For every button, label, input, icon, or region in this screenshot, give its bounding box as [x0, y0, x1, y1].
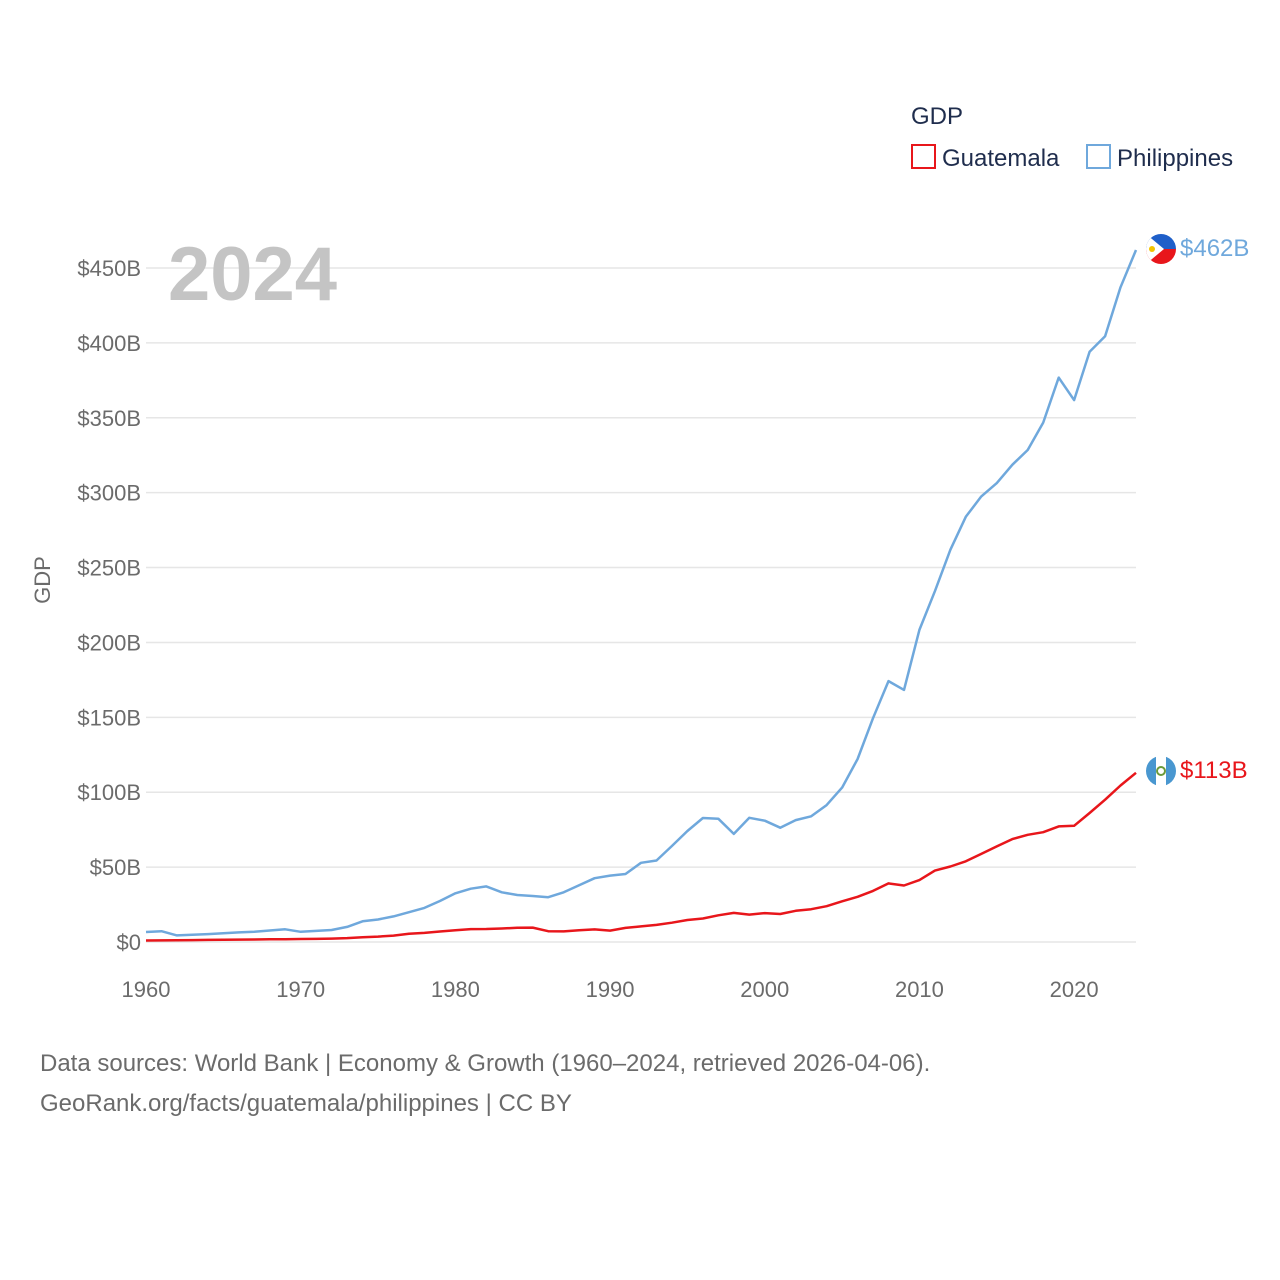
philippines-flag — [1146, 234, 1176, 264]
legend-label-guatemala[interactable]: Guatemala — [942, 145, 1060, 172]
x-tick-label: 1960 — [122, 977, 171, 1002]
y-tick-label: $150B — [77, 705, 141, 730]
end-label-philippines: $462B — [1180, 235, 1249, 262]
y-tick-label: $50B — [90, 855, 141, 880]
gridlines — [146, 267, 1136, 943]
y-tick-label: $200B — [77, 630, 141, 655]
end-label-guatemala: $113B — [1180, 757, 1248, 784]
legend-label-philippines[interactable]: Philippines — [1117, 145, 1233, 172]
x-tick-label: 1980 — [431, 977, 480, 1002]
y-tick-label: $450B — [77, 256, 141, 281]
source-line-1: Data sources: World Bank | Economy & Gro… — [40, 1050, 931, 1077]
x-tick-label: 2010 — [895, 977, 944, 1002]
y-axis-ticks: $0 $50B $100B $150B $200B $250B $300B $350B $400… — [77, 256, 141, 955]
source-line-2[interactable]: GeoRank.org/facts/guatemala/philippines … — [40, 1090, 572, 1117]
series-lines — [145, 249, 1138, 942]
y-tick-label: $400B — [77, 331, 141, 356]
y-tick-label: $300B — [77, 481, 141, 506]
y-tick-label: $0 — [117, 930, 141, 955]
x-tick-label: 2000 — [740, 977, 789, 1002]
legend-title: GDP — [911, 103, 963, 130]
x-tick-label: 2020 — [1050, 977, 1099, 1002]
y-tick-label: $350B — [77, 406, 141, 431]
x-axis-ticks: 1960 1970 1980 1990 2000 2010 2020 — [122, 977, 1099, 1002]
x-tick-label: 1970 — [276, 977, 325, 1002]
source-note: Data sources: World Bank | Economy & Gro… — [40, 1044, 1240, 1124]
legend-swatch-guatemala[interactable] — [911, 144, 936, 169]
guatemala-flag — [1146, 756, 1176, 786]
x-tick-label: 1990 — [586, 977, 635, 1002]
series-line-guatemala[interactable] — [145, 771, 1137, 942]
series-line-philippines[interactable] — [145, 249, 1138, 937]
y-tick-label: $100B — [77, 780, 141, 805]
y-tick-label: $250B — [77, 556, 141, 581]
year-label: 2024 — [168, 232, 337, 317]
legend-swatch-philippines[interactable] — [1086, 144, 1111, 169]
y-axis-label: GDP — [30, 556, 55, 604]
legend: GDP Guatemala Philippines — [911, 103, 1233, 172]
